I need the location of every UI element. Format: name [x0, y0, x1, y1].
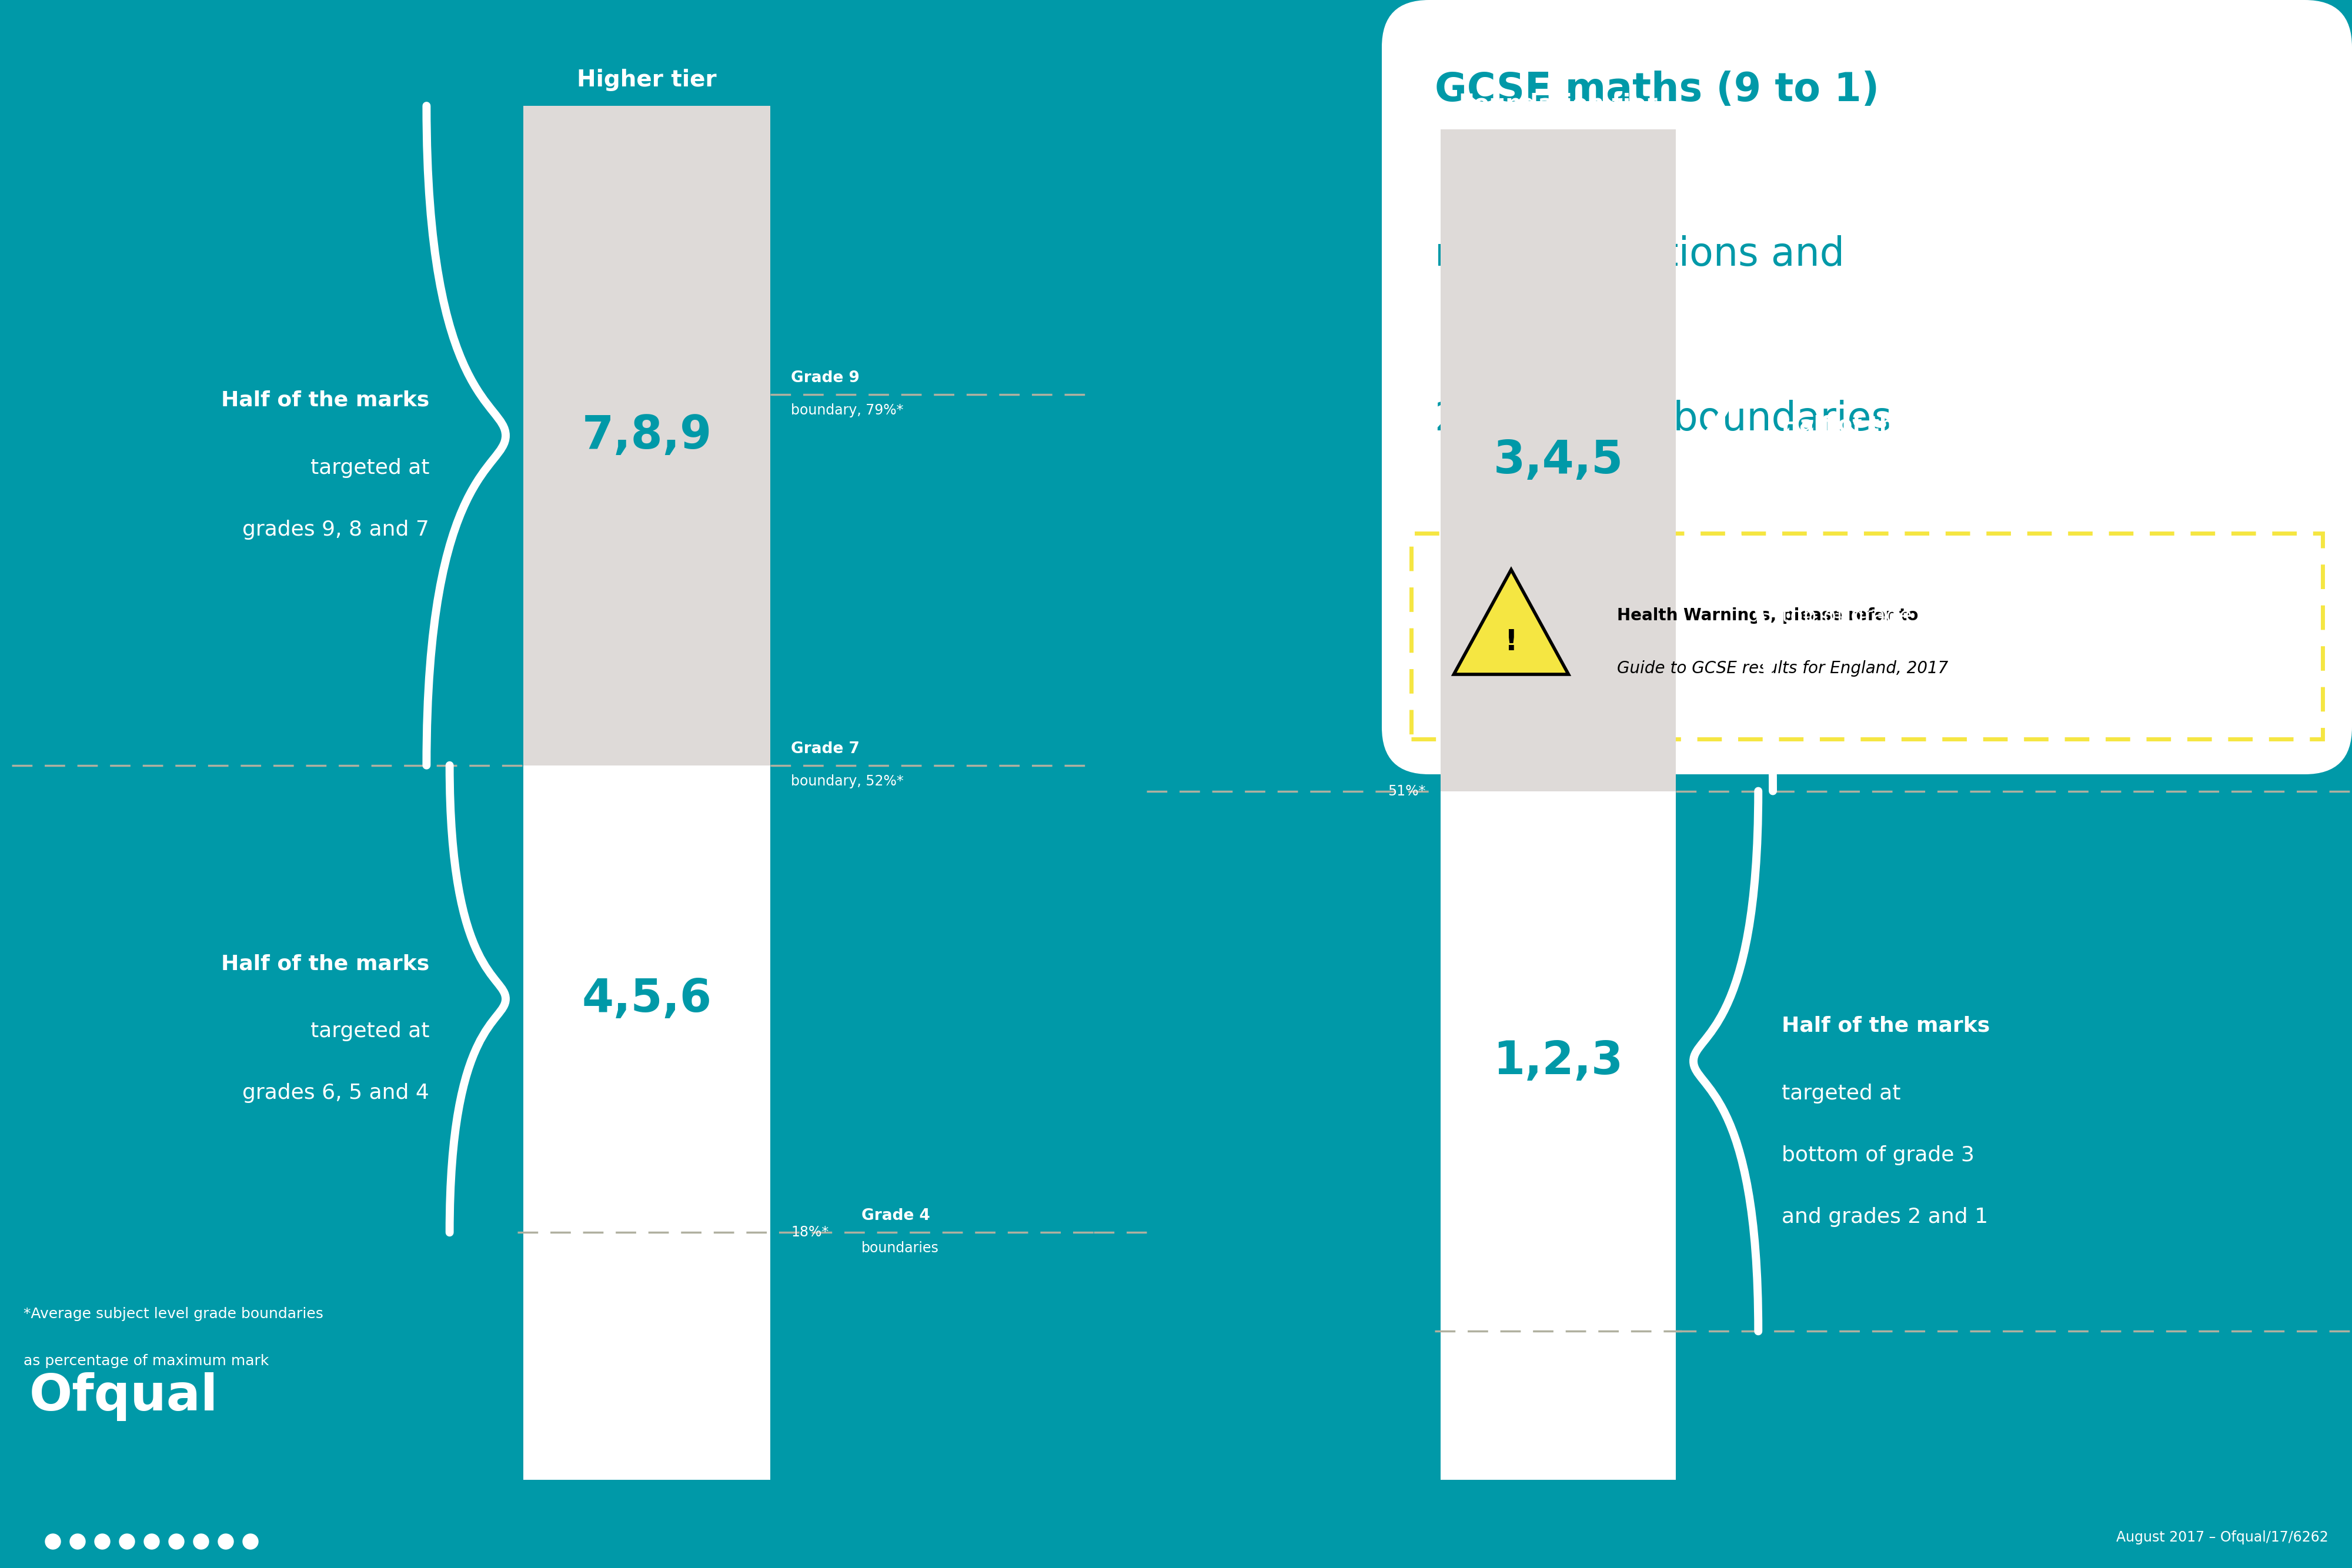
Text: top of grade 3: top of grade 3	[1783, 605, 1933, 626]
Bar	[522, 1232, 771, 1480]
Text: Grade 4: Grade 4	[861, 1209, 929, 1223]
Text: bottom of grade 3: bottom of grade 3	[1783, 1145, 1973, 1165]
Text: Ofqual: Ofqual	[28, 1372, 219, 1421]
Text: 18%*: 18%*	[790, 1226, 828, 1240]
Text: 51%*: 51%*	[1388, 784, 1425, 798]
Text: Foundation tier: Foundation tier	[1458, 93, 1658, 114]
Text: targeted at: targeted at	[1783, 483, 1900, 502]
Text: *Average subject level grade boundaries: *Average subject level grade boundaries	[24, 1308, 322, 1322]
Circle shape	[242, 1534, 259, 1549]
Text: and grades 2 and 1: and grades 2 and 1	[1783, 1207, 1987, 1228]
Circle shape	[120, 1534, 134, 1549]
Text: Higher tier: Higher tier	[576, 69, 717, 91]
Circle shape	[193, 1534, 209, 1549]
Text: Half of the marks: Half of the marks	[1783, 416, 1990, 434]
Text: 1,2,3: 1,2,3	[1494, 1040, 1623, 1083]
Text: 7,8,9: 7,8,9	[581, 414, 713, 458]
Bar	[1439, 792, 1675, 1331]
Bar	[522, 765, 771, 1232]
Text: mark allocations and: mark allocations and	[1435, 235, 1844, 274]
Circle shape	[45, 1534, 61, 1549]
Text: boundary, 52%*: boundary, 52%*	[790, 775, 903, 789]
Text: 3,4,5: 3,4,5	[1494, 437, 1623, 483]
Circle shape	[94, 1534, 111, 1549]
Bar	[1411, 533, 2324, 739]
Text: Grade 9: Grade 9	[790, 370, 858, 386]
Polygon shape	[1454, 569, 1569, 674]
Text: 4,5,6: 4,5,6	[581, 977, 713, 1021]
Text: boundaries: boundaries	[861, 1242, 938, 1256]
Text: Grade 1: Grade 1	[1541, 1341, 1609, 1355]
Text: grades 6, 5 and 4: grades 6, 5 and 4	[242, 1083, 430, 1102]
Circle shape	[143, 1534, 160, 1549]
Text: grades 9, 8 and 7: grades 9, 8 and 7	[242, 519, 430, 539]
Text: 2017 grade boundaries: 2017 grade boundaries	[1435, 400, 1891, 439]
Text: Half of the marks: Half of the marks	[221, 390, 430, 411]
Text: Guide to GCSE results for England, 2017: Guide to GCSE results for England, 2017	[1618, 660, 1947, 677]
Bar	[1439, 129, 1675, 792]
Bar	[522, 105, 771, 765]
FancyBboxPatch shape	[1383, 0, 2352, 775]
Text: as percentage of maximum mark: as percentage of maximum mark	[24, 1355, 268, 1369]
Text: Half of the marks: Half of the marks	[1783, 1016, 1990, 1036]
Circle shape	[71, 1534, 85, 1549]
Text: boundary, 11%*: boundary, 11%*	[1541, 1381, 1653, 1396]
Text: targeted at: targeted at	[310, 458, 430, 478]
Text: Health Warnings, please refer to: Health Warnings, please refer to	[1618, 607, 1919, 624]
Text: boundary, 79%*: boundary, 79%*	[790, 403, 903, 417]
Text: !: !	[1505, 627, 1517, 655]
Text: targeted at: targeted at	[310, 1021, 430, 1041]
Circle shape	[169, 1534, 183, 1549]
Circle shape	[219, 1534, 233, 1549]
Bar	[1439, 1331, 1675, 1480]
Text: targeted at: targeted at	[1783, 1083, 1900, 1104]
Text: August 2017 – Ofqual/17/6262: August 2017 – Ofqual/17/6262	[2117, 1530, 2328, 1544]
Text: Grade 7: Grade 7	[790, 742, 858, 756]
Text: Half of the marks: Half of the marks	[221, 953, 430, 974]
Text: grades 5, 4 and: grades 5, 4 and	[1783, 544, 1947, 564]
Text: GCSE maths (9 to 1): GCSE maths (9 to 1)	[1435, 71, 1879, 110]
